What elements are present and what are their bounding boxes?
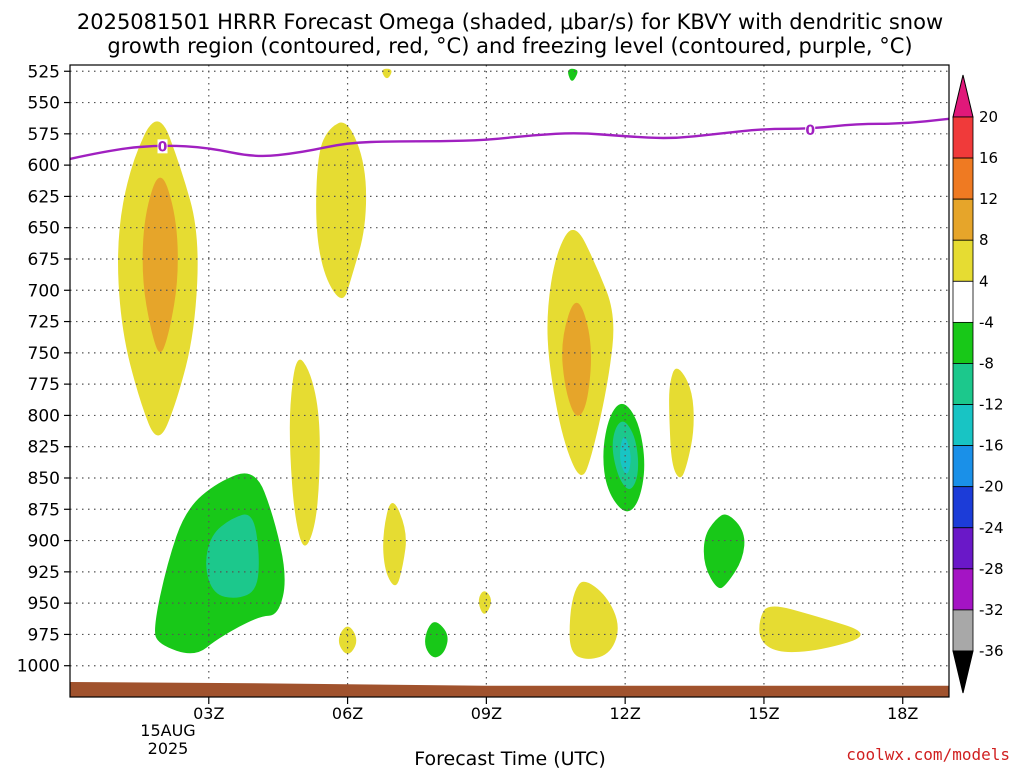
x-axis-ticks: 03Z 06Z 09Z 12Z 15Z 18Z [193, 697, 918, 723]
y-tick-label-775: 775 [28, 375, 60, 395]
colorbar-label-5: -4 [979, 313, 994, 331]
x-axis-sublabel-date: 15AUG [140, 721, 195, 740]
y-tick-label-675: 675 [28, 250, 60, 270]
colorbar-label-12: -32 [979, 601, 1004, 619]
colorbar-box-m12_m8 [952, 363, 974, 405]
x-axis-sublabel-year: 2025 [148, 739, 189, 758]
colorbar-box-m24_m20 [952, 486, 974, 529]
freezing-level-line [69, 117, 950, 161]
colorbar-box-m8_m4 [952, 321, 974, 364]
plot-frame-rect [69, 64, 950, 698]
colorbar-box-m28_m24 [952, 527, 974, 570]
y-tick-label-650: 650 [28, 219, 60, 239]
credit-text: coolwx.com/models [846, 745, 1010, 764]
y-tick-label-525: 525 [28, 62, 60, 82]
omega-region-19 [206, 514, 259, 598]
y-tick-label-550: 550 [28, 94, 60, 114]
omega-region-5 [383, 503, 406, 586]
y-tick-label-925: 925 [28, 563, 60, 583]
colorbar-top-arrow [952, 74, 974, 118]
colorbar: 20 16 12 8 4 -4 -8 -12 -16 -20 -24 -28 -32 -36 [952, 74, 1004, 694]
y-tick-label-1000: 1000 [17, 657, 60, 677]
colorbar-bottom-arrow [952, 650, 974, 694]
omega-region-7 [478, 591, 491, 614]
chart-title-line-2: growth region (contoured, red, °C) and f… [107, 34, 912, 58]
plot-frame [69, 64, 950, 698]
colorbar-box-m16_m12 [952, 404, 974, 447]
y-tick-label-600: 600 [28, 156, 60, 176]
omega-region-14 [669, 368, 694, 478]
colorbar-box-m20_m16 [952, 445, 974, 488]
terrain [70, 681, 949, 697]
omega-region-4 [289, 359, 320, 546]
freezing-level-contour: 00 [69, 117, 950, 161]
omega-region-17 [759, 606, 861, 653]
colorbar-box-4_8 [952, 239, 974, 282]
y-tick-label-875: 875 [28, 500, 60, 520]
colorbar-label-1: 16 [979, 149, 998, 167]
freezing-label-bg-1 [805, 123, 816, 138]
omega-region-2 [316, 122, 367, 299]
y-tick-label-825: 825 [28, 438, 60, 458]
colorbar-label-3: 8 [979, 231, 989, 249]
omega-region-20 [425, 622, 448, 658]
colorbar-box-m36_m32 [952, 609, 974, 652]
colorbar-box-12_16 [952, 157, 974, 200]
freezing-label-bg-0 [157, 139, 168, 154]
y-axis-ticks: 525 550 575 600 625 650 675 700 725 750 775 800 825 8… [17, 62, 70, 677]
colorbar-label-11: -28 [979, 560, 1004, 578]
x-tick-label-09Z: 09Z [471, 704, 502, 723]
colorbar-label-9: -20 [979, 478, 1004, 496]
colorbar-label-0: 20 [979, 108, 998, 126]
y-tick-label-700: 700 [28, 281, 60, 301]
x-axis-label: Forecast Time (UTC) [414, 748, 605, 768]
freezing-level-label-0: 0 [158, 139, 168, 155]
y-tick-label-850: 850 [28, 469, 60, 489]
x-tick-label-03Z: 03Z [193, 704, 224, 723]
colorbar-label-6: -8 [979, 354, 994, 372]
omega-region-1 [142, 177, 178, 353]
x-tick-label-15Z: 15Z [748, 704, 779, 723]
colorbar-box-8_12 [952, 198, 974, 241]
x-tick-label-18Z: 18Z [887, 704, 918, 723]
colorbar-box-m32_m28 [952, 568, 974, 611]
x-tick-label-06Z: 06Z [332, 704, 363, 723]
y-tick-label-800: 800 [28, 406, 60, 426]
y-tick-label-950: 950 [28, 594, 60, 614]
terrain-fill [70, 681, 949, 697]
freezing-level-label-1: 0 [805, 123, 815, 139]
omega-region-15 [703, 514, 745, 589]
colorbar-label-2: 12 [979, 190, 998, 208]
colorbar-label-7: -12 [979, 396, 1004, 414]
chart-title-line-1: 2025081501 HRRR Forecast Omega (shaded, … [77, 10, 943, 34]
grid-lines [70, 65, 949, 697]
y-tick-label-975: 975 [28, 625, 60, 645]
y-tick-label-900: 900 [28, 532, 60, 552]
omega-region-9 [562, 302, 592, 416]
colorbar-box-m4_4 [952, 280, 974, 323]
y-tick-label-625: 625 [28, 187, 60, 207]
colorbar-label-4: 4 [979, 272, 989, 290]
colorbar-label-13: -36 [979, 642, 1004, 660]
y-tick-label-725: 725 [28, 313, 60, 333]
y-tick-label-750: 750 [28, 344, 60, 364]
colorbar-label-10: -24 [979, 519, 1004, 537]
colorbar-box-16_20 [952, 116, 974, 159]
omega-region-6 [338, 626, 357, 654]
x-tick-label-12Z: 12Z [609, 704, 640, 723]
y-tick-label-575: 575 [28, 125, 60, 145]
colorbar-label-8: -16 [979, 437, 1004, 455]
omega-region-16 [569, 581, 618, 659]
